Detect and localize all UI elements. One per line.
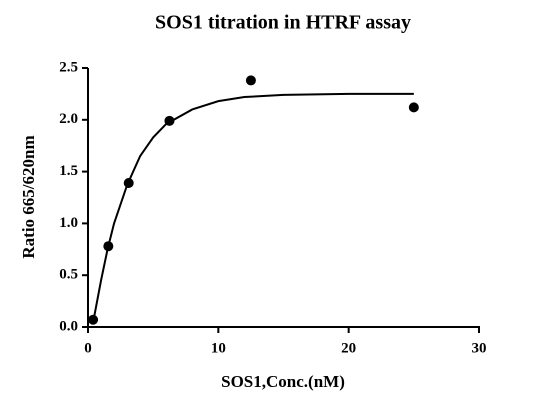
x-tick-label: 20 [341, 340, 356, 356]
x-tick-label: 0 [84, 340, 92, 356]
y-tick-label: 1.0 [59, 215, 78, 231]
x-axis-label: SOS1,Conc.(nM) [221, 372, 345, 391]
y-axis-label: Ratio 665/620nm [19, 135, 38, 258]
data-point [408, 102, 419, 113]
data-point [123, 177, 134, 188]
y-tick-label: 2.5 [59, 59, 78, 75]
y-tick-label: 0.5 [59, 267, 78, 283]
x-tick-label: 30 [472, 340, 487, 356]
data-point [103, 241, 114, 252]
data-point [88, 314, 99, 325]
y-tick-label: 1.5 [59, 163, 78, 179]
chart-title: SOS1 titration in HTRF assay [155, 12, 411, 34]
fit-curve [92, 92, 414, 323]
y-tick-label: 2.0 [59, 111, 78, 127]
y-tick-label: 0.0 [59, 318, 78, 334]
x-tick-label: 10 [211, 340, 226, 356]
data-point [164, 115, 175, 126]
data-point [245, 75, 256, 86]
